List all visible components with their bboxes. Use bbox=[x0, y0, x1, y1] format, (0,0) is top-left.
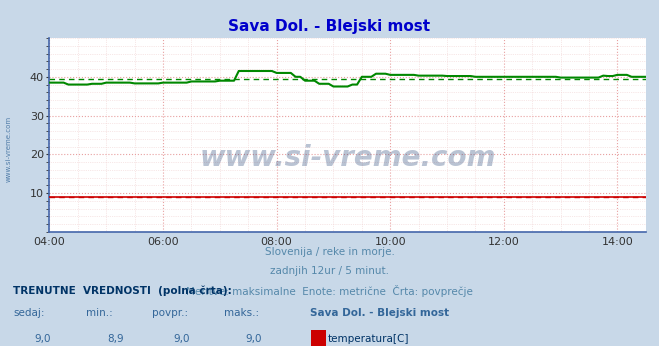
Text: 8,9: 8,9 bbox=[107, 334, 124, 344]
Text: maks.:: maks.: bbox=[224, 308, 259, 318]
Text: 9,0: 9,0 bbox=[245, 334, 262, 344]
Text: 9,0: 9,0 bbox=[34, 334, 51, 344]
Text: 10:00: 10:00 bbox=[374, 237, 406, 247]
Text: 12:00: 12:00 bbox=[488, 237, 520, 247]
Text: 9,0: 9,0 bbox=[173, 334, 190, 344]
Text: povpr.:: povpr.: bbox=[152, 308, 188, 318]
Text: 14:00: 14:00 bbox=[602, 237, 633, 247]
Text: 04:00: 04:00 bbox=[34, 237, 65, 247]
Text: Meritve: maksimalne  Enote: metrične  Črta: povprečje: Meritve: maksimalne Enote: metrične Črta… bbox=[186, 285, 473, 298]
Text: sedaj:: sedaj: bbox=[13, 308, 45, 318]
Text: Sava Dol. - Blejski most: Sava Dol. - Blejski most bbox=[229, 19, 430, 34]
Text: temperatura[C]: temperatura[C] bbox=[328, 334, 410, 344]
Text: zadnjih 12ur / 5 minut.: zadnjih 12ur / 5 minut. bbox=[270, 266, 389, 276]
Text: TRENUTNE  VREDNOSTI  (polna črta):: TRENUTNE VREDNOSTI (polna črta): bbox=[13, 285, 232, 296]
Text: Slovenija / reke in morje.: Slovenija / reke in morje. bbox=[264, 247, 395, 257]
Text: Sava Dol. - Blejski most: Sava Dol. - Blejski most bbox=[310, 308, 449, 318]
Text: min.:: min.: bbox=[86, 308, 113, 318]
Text: www.si-vreme.com: www.si-vreme.com bbox=[5, 116, 11, 182]
Text: 06:00: 06:00 bbox=[147, 237, 179, 247]
Text: www.si-vreme.com: www.si-vreme.com bbox=[200, 144, 496, 172]
Text: 08:00: 08:00 bbox=[261, 237, 293, 247]
